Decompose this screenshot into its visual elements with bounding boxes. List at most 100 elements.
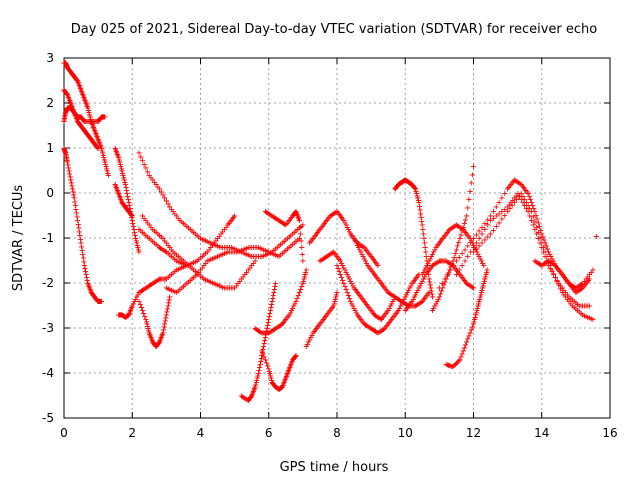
data-point: + (459, 261, 465, 272)
data-point: + (82, 126, 88, 137)
data-point: + (87, 110, 93, 121)
data-point: + (117, 310, 123, 321)
data-point: + (258, 327, 264, 338)
data-point: + (237, 276, 243, 287)
data-point: + (375, 312, 381, 323)
data-point: + (238, 391, 244, 402)
data-point: + (94, 295, 100, 306)
data-point: + (244, 395, 250, 406)
data-point: + (159, 330, 165, 341)
data-point: + (543, 241, 549, 252)
data-point: + (260, 345, 266, 356)
data-point: + (416, 270, 422, 281)
data-point: + (409, 297, 415, 308)
data-point: + (283, 246, 289, 257)
data-point: + (578, 301, 584, 312)
data-point: + (368, 306, 374, 317)
data-point: + (62, 58, 68, 69)
data-point: + (293, 237, 299, 248)
data-point: + (534, 258, 540, 269)
data-point: + (63, 60, 69, 71)
data-point: + (424, 261, 430, 272)
data-point: + (81, 257, 87, 268)
data-point: + (374, 273, 380, 284)
data-point: + (271, 246, 277, 257)
data-point: + (87, 117, 93, 128)
data-point: + (162, 319, 168, 330)
data-point: + (511, 193, 517, 204)
data-point: + (150, 338, 156, 349)
data-point: + (201, 274, 207, 285)
data-point: + (277, 321, 283, 332)
data-point: + (165, 249, 171, 260)
data-point: + (85, 103, 91, 114)
data-point: + (294, 210, 300, 221)
data-point: + (555, 264, 561, 275)
data-point: + (252, 252, 258, 263)
data-point: + (225, 243, 231, 254)
data-point: + (73, 114, 79, 125)
data-point: + (405, 303, 411, 314)
data-point: + (541, 259, 547, 270)
data-point: + (244, 243, 250, 254)
data-point: + (255, 326, 261, 337)
data-point: + (427, 264, 433, 275)
data-point: + (263, 358, 269, 369)
data-point: + (179, 258, 185, 269)
data-point: + (568, 280, 574, 291)
data-point: + (291, 238, 297, 249)
data-point: + (135, 243, 141, 254)
data-point: + (61, 144, 67, 155)
y-tick-label: 0 (46, 186, 54, 200)
data-point: + (321, 313, 327, 324)
data-point: + (182, 280, 188, 291)
data-point: + (129, 303, 135, 314)
data-point: + (62, 58, 68, 69)
data-point: + (569, 281, 575, 292)
data-point: + (581, 282, 587, 293)
data-point: + (475, 301, 481, 312)
data-point: + (174, 265, 180, 276)
data-point: + (79, 122, 85, 133)
data-point: + (502, 210, 508, 221)
data-point: + (397, 303, 403, 314)
data-point: + (93, 294, 99, 305)
data-point: + (473, 308, 479, 319)
data-point: + (146, 326, 152, 337)
data-point: + (72, 109, 78, 120)
data-point: + (86, 117, 92, 128)
data-point: + (583, 301, 589, 312)
data-point: + (426, 274, 432, 285)
data-point: + (450, 362, 456, 373)
data-point: + (374, 312, 380, 323)
data-point: + (519, 181, 525, 192)
data-point: + (266, 249, 272, 260)
data-point: + (70, 184, 76, 195)
data-point: + (220, 227, 226, 238)
data-point: + (453, 265, 459, 276)
data-point: + (216, 231, 222, 242)
data-point: + (433, 258, 439, 269)
data-point: + (243, 394, 249, 405)
data-point: + (280, 381, 286, 392)
data-point: + (89, 118, 95, 129)
data-point: + (123, 183, 129, 194)
data-point: + (554, 262, 560, 273)
data-point: + (548, 252, 554, 263)
data-point: + (275, 384, 281, 395)
data-point: + (474, 306, 480, 317)
data-point: + (432, 301, 438, 312)
data-point: + (560, 271, 566, 282)
data-point: + (418, 209, 424, 220)
data-point: + (281, 379, 287, 390)
data-point: + (83, 128, 89, 139)
data-point: + (266, 364, 272, 375)
data-point: + (292, 352, 298, 363)
data-point: + (406, 285, 412, 296)
data-point: + (480, 281, 486, 292)
data-point: + (422, 243, 428, 254)
data-point: + (157, 184, 163, 195)
data-point: + (496, 198, 502, 209)
data-point: + (432, 259, 438, 270)
data-point: + (152, 277, 158, 288)
